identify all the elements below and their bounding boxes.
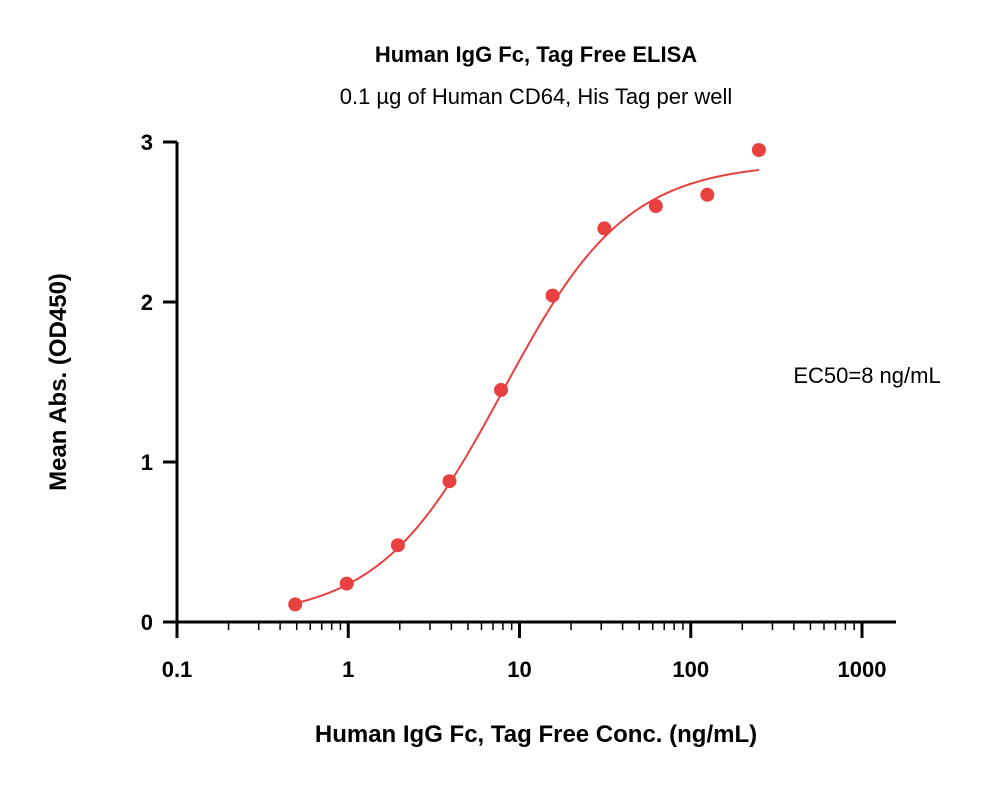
axes <box>175 142 896 624</box>
data-point <box>339 576 354 591</box>
x-tick-label: 100 <box>672 657 709 682</box>
data-points <box>288 143 766 612</box>
data-point <box>648 199 663 213</box>
y-ticks: 0 1 2 3 <box>141 130 177 635</box>
x-ticks: 0.1 1 10 100 1000 <box>162 622 887 682</box>
data-point <box>390 538 405 553</box>
x-tick-label: 10 <box>507 657 531 682</box>
data-point <box>442 474 457 489</box>
y-tick-label: 3 <box>141 130 153 155</box>
data-point <box>494 383 509 397</box>
chart-title: Human IgG Fc, Tag Free ELISA <box>375 42 697 67</box>
y-tick-label: 2 <box>141 290 153 315</box>
chart-subtitle: 0.1 µg of Human CD64, His Tag per well <box>340 84 733 109</box>
x-tick-label: 1 <box>342 657 354 682</box>
data-point <box>700 187 715 202</box>
y-tick-label: 0 <box>141 610 153 635</box>
y-tick-label: 1 <box>141 450 153 475</box>
data-point <box>545 288 560 303</box>
ec50-annotation: EC50=8 ng/mL <box>793 363 940 388</box>
x-tick-label: 1000 <box>838 657 887 682</box>
fit-curve <box>294 169 760 605</box>
data-point <box>597 221 612 236</box>
data-point <box>288 597 303 612</box>
data-point <box>751 143 766 157</box>
x-axis-title: Human IgG Fc, Tag Free Conc. (ng/mL) <box>315 721 757 748</box>
y-axis-title: Mean Abs. (OD450) <box>45 273 72 491</box>
x-tick-label: 0.1 <box>162 657 193 682</box>
